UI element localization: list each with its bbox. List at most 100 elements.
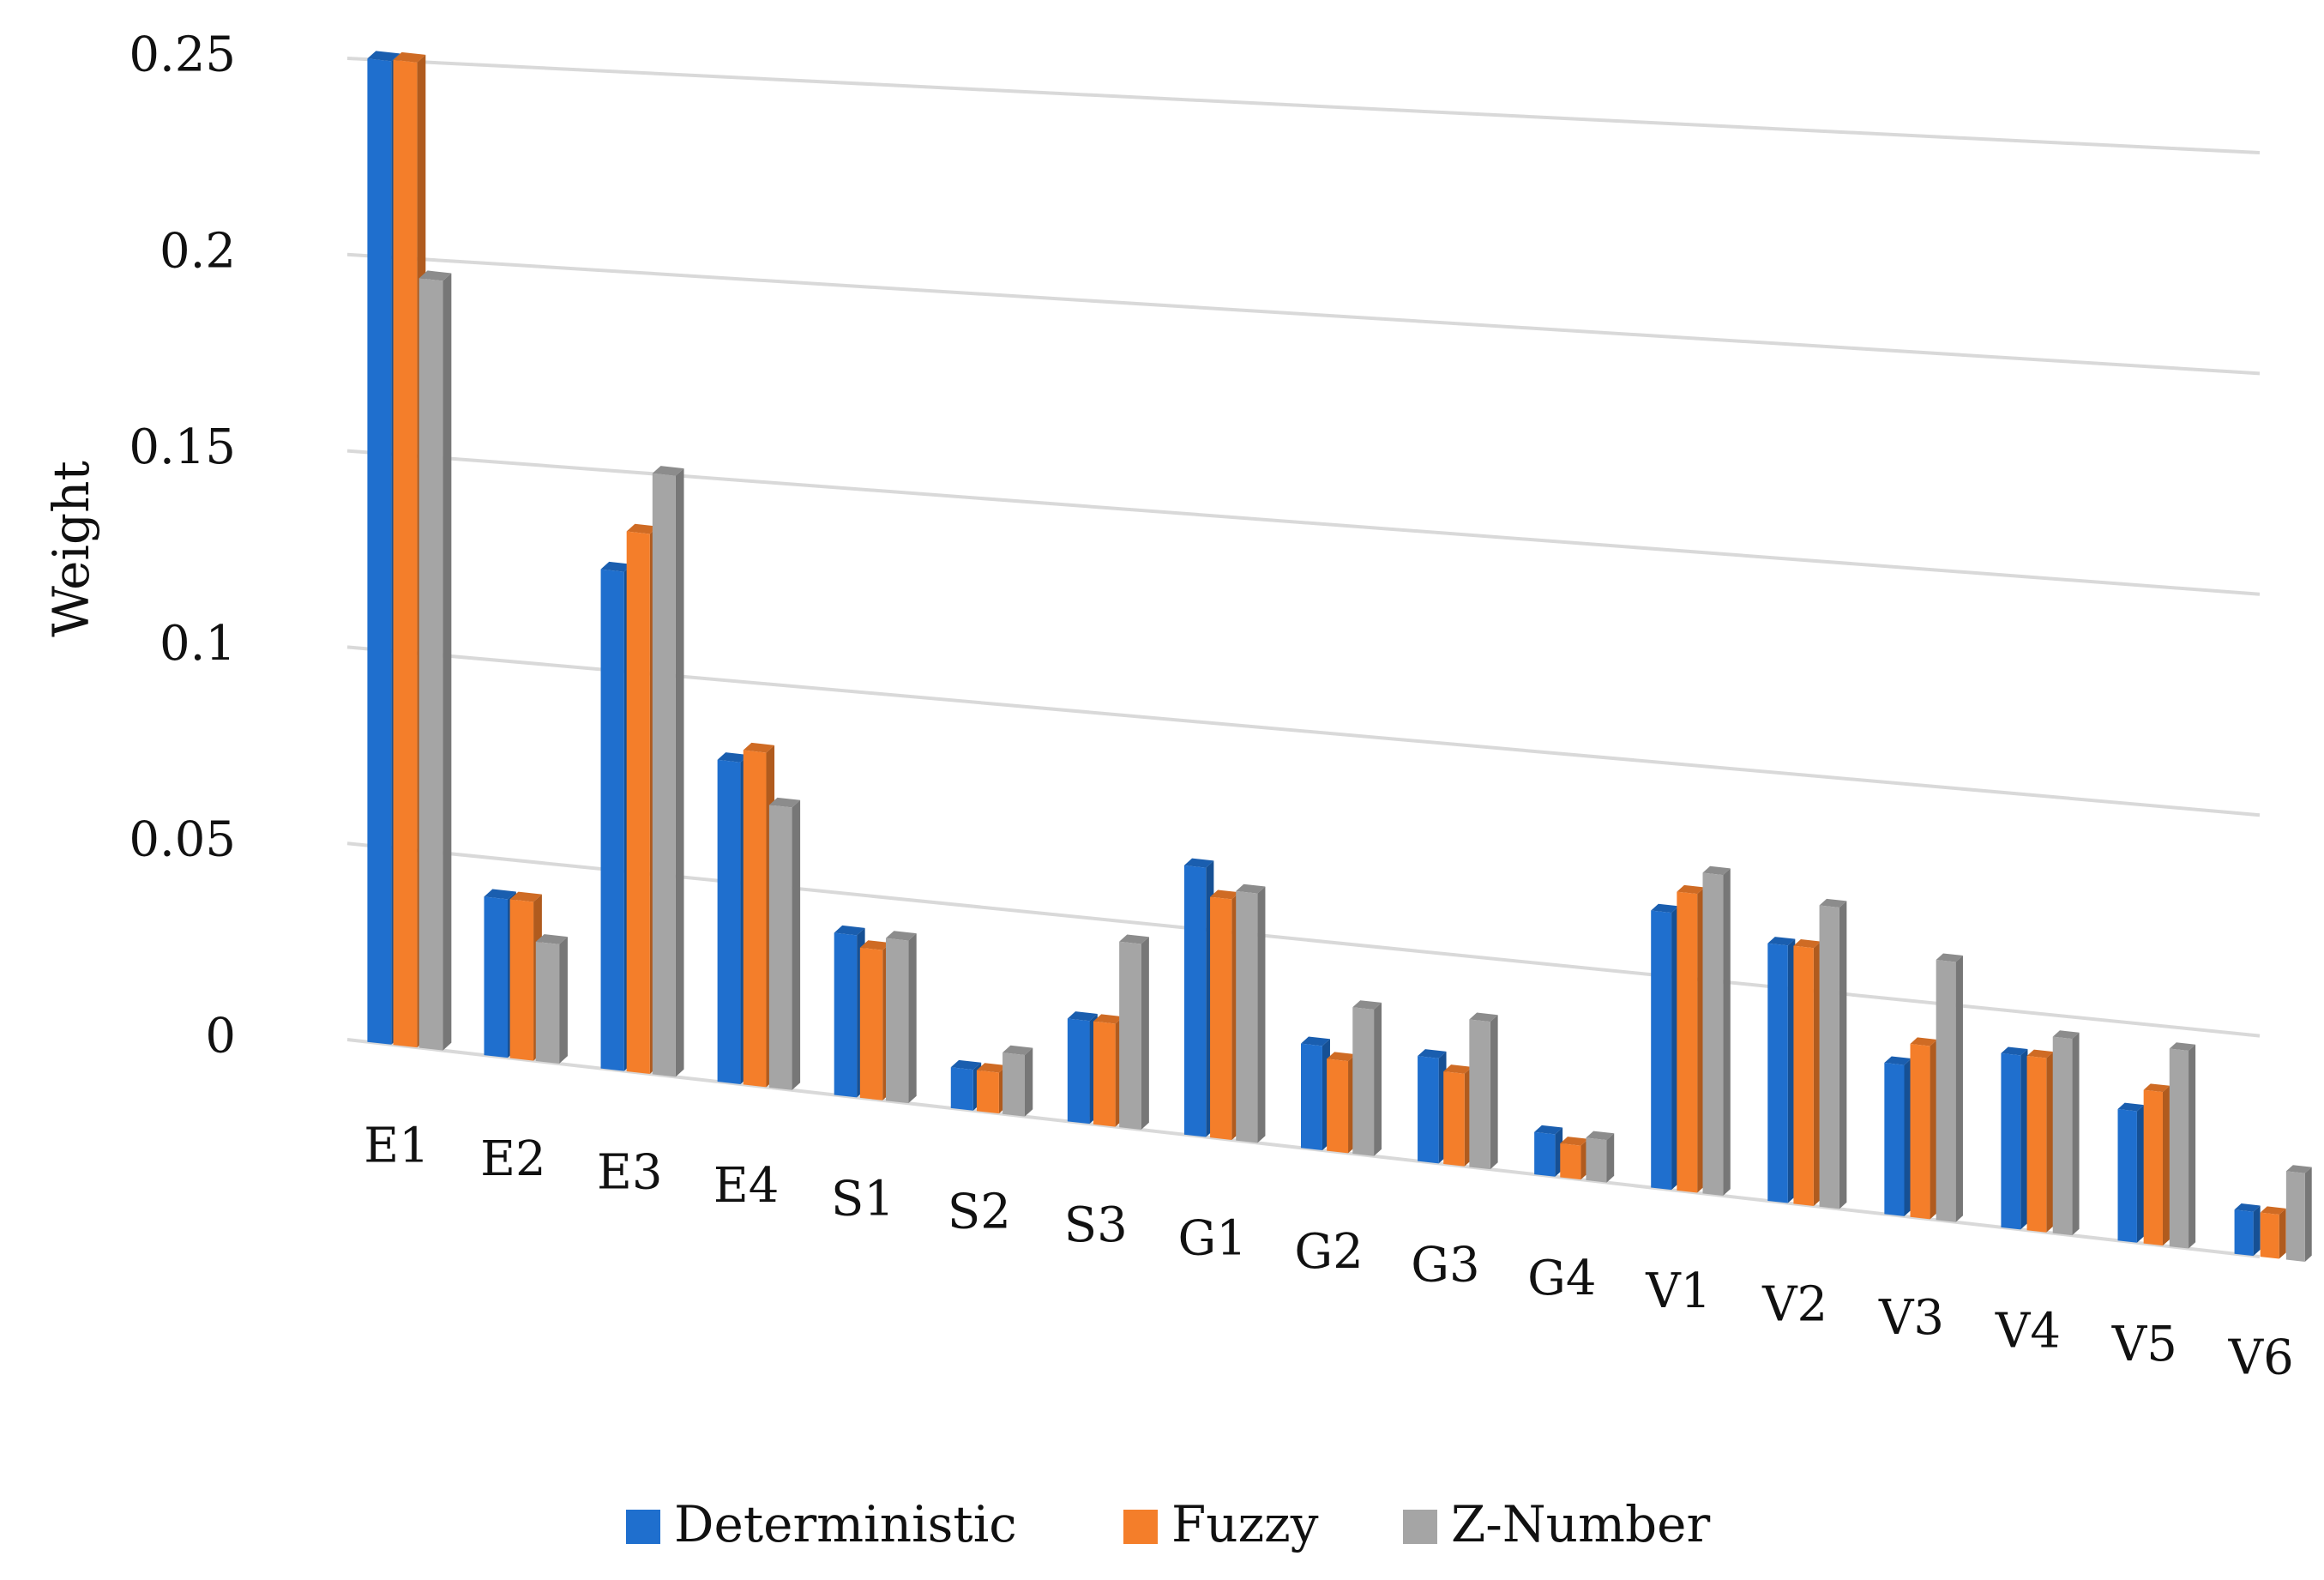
bar-z-number-V3	[1936, 959, 1956, 1222]
x-category-label: S3	[1064, 1197, 1128, 1253]
bar-fuzzy-S2	[976, 1070, 999, 1114]
x-category-label: S1	[831, 1171, 894, 1227]
bar-top-fuzzy-G4	[1560, 1137, 1589, 1146]
bar-z-number-S3	[1119, 941, 1141, 1130]
gridline	[346, 57, 2261, 154]
bar-top-deterministic-G2	[1300, 1036, 1330, 1046]
bar-deterministic-E4	[717, 759, 741, 1084]
bar-deterministic-G1	[1183, 865, 1207, 1137]
bar-z-number-E4	[768, 805, 792, 1090]
bar-group-G1	[1183, 858, 1266, 1143]
bar-group-S2	[950, 1045, 1033, 1117]
bar-z-number-V1	[1702, 872, 1724, 1196]
bar-side-z-number-S1	[908, 933, 917, 1104]
x-category-label: V6	[2228, 1330, 2294, 1385]
bar-top-z-number-V6	[2285, 1165, 2312, 1173]
legend-label: Z-Number	[1451, 1495, 1710, 1553]
bar-side-deterministic-V3	[1904, 1058, 1912, 1216]
bar-top-z-number-V5	[2169, 1042, 2196, 1051]
bar-fuzzy-V3	[1910, 1043, 1930, 1220]
bar-fuzzy-G2	[1327, 1058, 1349, 1154]
bar-fuzzy-V1	[1677, 891, 1698, 1193]
bar-top-fuzzy-V3	[1910, 1037, 1937, 1046]
bar-side-z-number-S2	[1024, 1047, 1033, 1117]
bar-top-fuzzy-V2	[1793, 939, 1821, 949]
bar-group-E1	[367, 51, 452, 1051]
bar-fuzzy-G3	[1443, 1071, 1465, 1167]
bar-fuzzy-V2	[1793, 945, 1814, 1206]
bar-fuzzy-E3	[626, 531, 650, 1074]
x-category-label: V3	[1878, 1290, 1944, 1346]
x-category-label: E2	[480, 1131, 546, 1187]
bar-fuzzy-E4	[743, 750, 767, 1088]
bar-top-fuzzy-G2	[1327, 1052, 1356, 1062]
bar-top-deterministic-V1	[1651, 903, 1679, 914]
bar-side-z-number-V3	[1955, 956, 1963, 1222]
x-category-label: V5	[2111, 1317, 2177, 1372]
bar-side-z-number-V6	[2304, 1167, 2312, 1262]
legend-item-fuzzy: Fuzzy	[1123, 1495, 1319, 1553]
x-category-label: G4	[1527, 1251, 1596, 1306]
bar-group-V2	[1767, 898, 1847, 1209]
bar-top-z-number-V1	[1702, 865, 1731, 876]
y-tick-label: 0.25	[129, 27, 236, 83]
bar-top-z-number-S2	[1002, 1045, 1033, 1055]
bar-top-z-number-E3	[652, 466, 684, 476]
bar-side-z-number-E1	[443, 273, 452, 1051]
bar-side-fuzzy-V3	[1930, 1039, 1937, 1220]
bar-top-deterministic-V6	[2234, 1203, 2261, 1212]
bar-fuzzy-S1	[859, 947, 883, 1101]
bar-top-fuzzy-E2	[509, 891, 542, 902]
bar-side-z-number-E2	[559, 937, 568, 1064]
bar-fuzzy-V6	[2260, 1212, 2279, 1259]
bar-deterministic-G2	[1300, 1043, 1322, 1150]
legend-swatch	[1403, 1510, 1437, 1544]
legend-swatch	[1123, 1510, 1158, 1544]
x-category-label: V2	[1761, 1277, 1827, 1333]
bar-top-fuzzy-S3	[1093, 1014, 1123, 1024]
y-tick-label: 0.15	[129, 419, 236, 475]
bar-top-fuzzy-G3	[1443, 1064, 1472, 1074]
legend-label: Fuzzy	[1171, 1495, 1319, 1553]
bar-deterministic-S2	[950, 1067, 973, 1111]
bar-z-number-V6	[2285, 1171, 2305, 1262]
bar-top-fuzzy-V4	[2026, 1049, 2054, 1058]
bar-deterministic-V5	[2117, 1109, 2137, 1243]
bar-top-deterministic-E4	[717, 752, 750, 763]
bar-z-number-E3	[652, 473, 676, 1077]
bar-side-z-number-V1	[1723, 868, 1731, 1196]
bar-top-deterministic-S2	[950, 1059, 982, 1070]
bar-side-z-number-G3	[1490, 1015, 1498, 1170]
legend: Deterministic Fuzzy Z-Number	[626, 1495, 1710, 1553]
bar-side-z-number-G2	[1374, 1002, 1382, 1156]
bar-top-deterministic-E2	[484, 889, 516, 900]
bars	[367, 51, 2312, 1262]
bar-top-z-number-G4	[1586, 1131, 1615, 1141]
bar-side-z-number-S3	[1141, 937, 1149, 1130]
bar-z-number-G4	[1586, 1137, 1607, 1183]
bar-z-number-S1	[885, 938, 909, 1104]
legend-swatch	[626, 1510, 660, 1544]
bar-z-number-V2	[1819, 905, 1839, 1209]
bar-z-number-V5	[2169, 1048, 2189, 1249]
bar-top-deterministic-E3	[600, 561, 633, 572]
bar-fuzzy-V5	[2143, 1089, 2163, 1246]
bar-z-number-E2	[535, 941, 560, 1064]
bar-side-z-number-G1	[1257, 886, 1266, 1143]
bar-top-fuzzy-V5	[2143, 1083, 2170, 1093]
bar-side-z-number-V4	[2072, 1032, 2080, 1236]
bar-deterministic-E3	[600, 569, 624, 1071]
bar-top-z-number-S1	[885, 931, 917, 941]
bar-top-z-number-G1	[1236, 883, 1266, 894]
bar-side-deterministic-V4	[2020, 1048, 2028, 1230]
legend-item-z-number: Z-Number	[1403, 1495, 1710, 1553]
y-tick-label: 0.2	[160, 223, 236, 279]
bar-top-fuzzy-V6	[2260, 1206, 2286, 1215]
bar-z-number-S2	[1002, 1052, 1025, 1117]
bar-side-z-number-V5	[2189, 1044, 2196, 1249]
bar-group-V1	[1651, 865, 1731, 1196]
y-axis-title: Weight	[42, 461, 100, 637]
x-category-label: E3	[597, 1144, 663, 1200]
bar-top-z-number-V2	[1819, 898, 1847, 908]
x-category-label: V1	[1645, 1263, 1711, 1319]
